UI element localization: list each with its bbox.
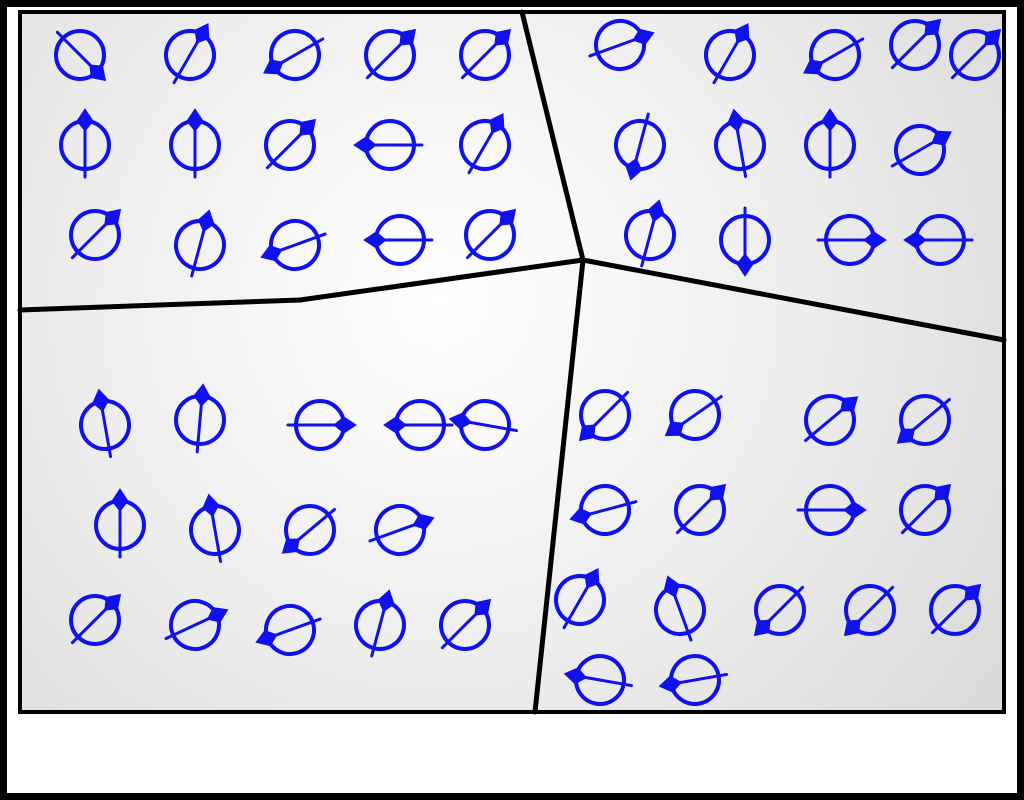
inner-background <box>20 12 1004 712</box>
spin-domain-diagram <box>0 0 1024 800</box>
